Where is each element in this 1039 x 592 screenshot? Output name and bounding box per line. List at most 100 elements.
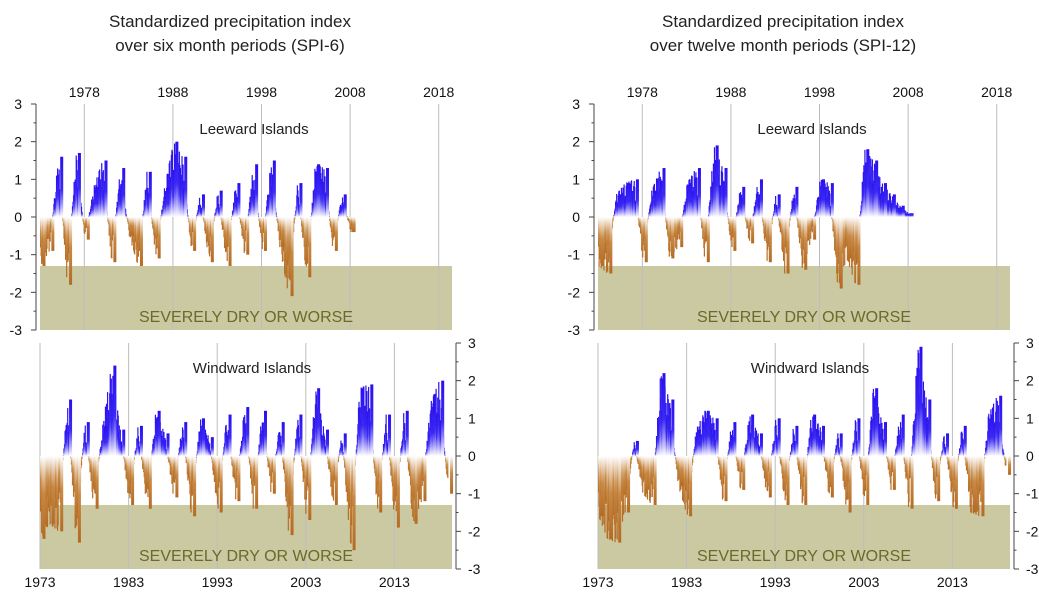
wet-peak xyxy=(317,388,321,456)
dry-peak xyxy=(334,217,338,251)
wet-peak xyxy=(175,141,179,217)
wet-bar xyxy=(635,453,637,456)
dry-peak xyxy=(210,217,214,263)
dry-peak xyxy=(69,217,73,285)
wet-peak xyxy=(201,418,205,456)
dry-bar xyxy=(195,456,197,459)
wet-peak xyxy=(184,422,188,456)
dry-peak xyxy=(396,456,400,528)
wet-peak xyxy=(618,194,622,217)
wet-peak xyxy=(706,410,710,456)
wet-peak xyxy=(857,418,861,456)
dry-bar xyxy=(213,217,215,222)
x-tick-label: 2013 xyxy=(379,574,410,590)
dry-peak xyxy=(804,456,808,505)
x-tick-label: 2008 xyxy=(335,84,366,100)
dry-bar xyxy=(771,217,774,220)
spi12-title: Standardized precipitation index over tw… xyxy=(553,10,1013,58)
spi12-title-line2: over twelve month periods (SPI-12) xyxy=(649,36,917,55)
dry-peak xyxy=(600,217,604,266)
dry-peak xyxy=(609,217,613,274)
wet-peak xyxy=(697,168,701,217)
dry-bar xyxy=(447,456,449,478)
wet-bar xyxy=(945,446,947,456)
wet-peak xyxy=(875,160,879,217)
wet-peak xyxy=(361,388,365,456)
wet-peak xyxy=(228,414,232,456)
wet-bar xyxy=(696,177,698,217)
dry-peak xyxy=(272,456,276,494)
y-tick-label: 1 xyxy=(572,171,580,187)
dry-peak xyxy=(379,456,383,513)
dry-peak xyxy=(937,456,941,502)
dry-peak xyxy=(228,217,232,266)
dry-peak xyxy=(352,217,356,233)
dry-peak xyxy=(830,456,834,498)
spi6-title-line1: Standardized precipitation index xyxy=(109,12,351,31)
dry-peak xyxy=(954,456,958,509)
wet-peak xyxy=(742,186,746,217)
dry-peak xyxy=(42,456,46,539)
dry-bar xyxy=(851,456,853,460)
dry-bar xyxy=(399,456,401,462)
wet-peak xyxy=(122,429,126,456)
wet-peak xyxy=(104,425,108,456)
severe-dry-label: SEVERELY DRY OR WORSE xyxy=(697,309,911,326)
dry-peak xyxy=(680,217,684,248)
wet-peak xyxy=(919,346,923,456)
dry-bar xyxy=(81,456,83,459)
dry-bar xyxy=(293,217,295,232)
wet-bar xyxy=(276,216,278,217)
y-tick-label: -3 xyxy=(10,322,23,338)
x-tick-label: 1973 xyxy=(24,574,55,590)
wet-peak xyxy=(866,149,870,217)
spi-panel-1: 3 2 1 0 -1 -2 -3 1973 1983 1993 2003 2013 Windward I… xyxy=(24,335,480,590)
dry-peak xyxy=(308,217,312,278)
dry-peak xyxy=(600,456,604,517)
dry-peak xyxy=(193,217,197,251)
wet-bar xyxy=(674,454,676,456)
wet-peak xyxy=(715,418,719,456)
wet-bar xyxy=(275,212,277,217)
wet-peak xyxy=(219,190,223,217)
wet-peak xyxy=(839,433,843,456)
region-label: Leeward Islands xyxy=(199,121,308,138)
dry-peak xyxy=(768,217,772,263)
wet-peak xyxy=(662,373,666,456)
dry-peak xyxy=(290,456,294,536)
dry-peak xyxy=(95,456,99,509)
wet-peak xyxy=(299,183,303,217)
wet-bar xyxy=(346,216,348,217)
dry-peak xyxy=(742,456,746,490)
wet-peak xyxy=(777,418,781,456)
dry-bar xyxy=(789,456,791,457)
y-tick-label: 2 xyxy=(572,134,580,150)
wet-bar xyxy=(829,193,831,217)
dry-peak xyxy=(786,456,790,505)
y-tick-label: 3 xyxy=(14,96,22,112)
dry-bar xyxy=(630,456,632,464)
dry-bar xyxy=(789,217,791,221)
wet-bar xyxy=(342,451,344,456)
wet-bar xyxy=(794,441,796,456)
dry-peak xyxy=(609,456,613,539)
wet-peak xyxy=(210,437,214,456)
dry-bar xyxy=(213,217,216,218)
wet-peak xyxy=(69,399,73,456)
dry-peak xyxy=(733,217,737,251)
wet-peak xyxy=(653,190,657,217)
wet-peak xyxy=(733,422,737,456)
wet-peak xyxy=(113,365,117,456)
wet-peak xyxy=(326,168,330,217)
dry-bar xyxy=(133,456,135,460)
x-tick-label: 1998 xyxy=(804,84,835,100)
wet-bar xyxy=(727,216,729,217)
severe-dry-label: SEVERELY DRY OR WORSE xyxy=(697,548,911,565)
x-tick-label: 1978 xyxy=(69,84,100,100)
y-tick-label: 1 xyxy=(14,171,22,187)
severe-dry-label: SEVERELY DRY OR WORSE xyxy=(139,548,353,565)
wet-peak xyxy=(999,395,1003,456)
dry-peak xyxy=(689,456,693,517)
wet-peak xyxy=(946,433,950,456)
wet-peak xyxy=(875,388,879,456)
